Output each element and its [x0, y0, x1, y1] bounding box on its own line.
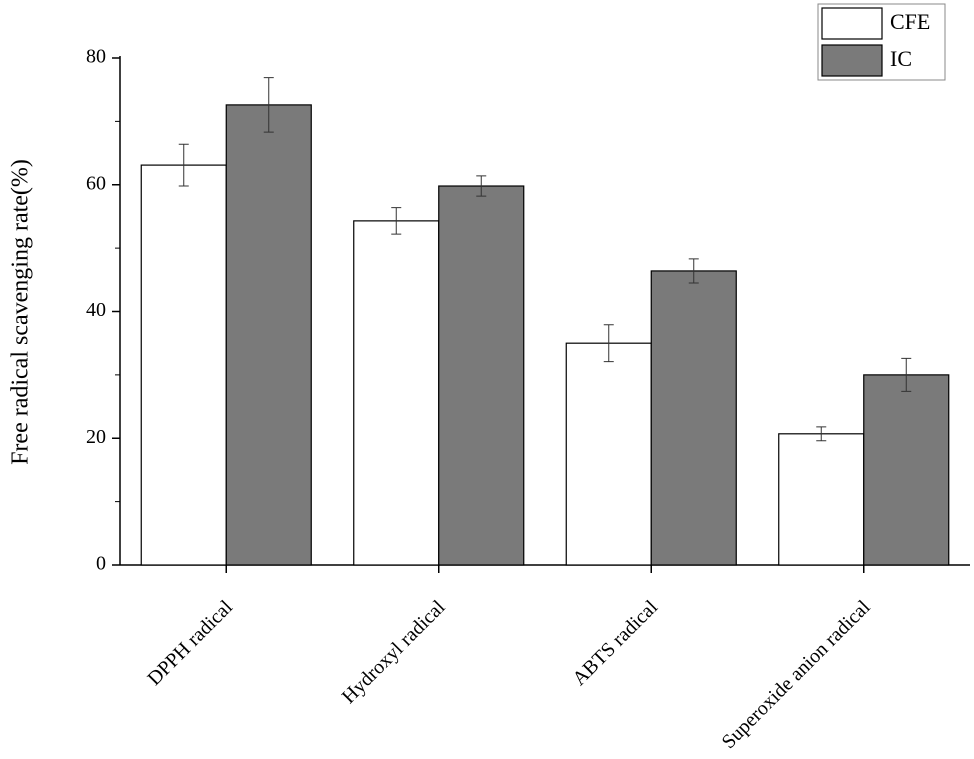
- y-tick-label: 60: [86, 172, 106, 194]
- error-bar: [603, 324, 614, 363]
- x-tick-label: ABTS radical: [568, 596, 662, 690]
- legend-label: IC: [890, 46, 912, 71]
- error-bar: [901, 357, 912, 392]
- x-tick-label: DPPH radical: [143, 596, 237, 690]
- bar: [778, 433, 865, 566]
- legend-swatch: [821, 7, 883, 40]
- error-bar: [688, 258, 699, 284]
- legend-label: CFE: [890, 9, 930, 34]
- x-tick-label: Hydroxyl radical: [338, 596, 450, 708]
- legend-swatch: [821, 44, 883, 77]
- y-tick-label: 0: [96, 553, 106, 575]
- error-bar: [391, 207, 402, 235]
- error-bar: [476, 175, 487, 197]
- error-bar: [263, 77, 274, 133]
- y-tick-label: 20: [86, 426, 106, 448]
- error-bar: [178, 143, 189, 187]
- bar: [353, 220, 440, 566]
- x-tick-label: Superoxide anion radical: [718, 596, 875, 753]
- bar: [225, 104, 312, 566]
- bar: [863, 374, 950, 566]
- y-tick-label: 80: [86, 46, 106, 68]
- error-bar: [816, 426, 827, 442]
- y-axis-label: Free radical scavenging rate(%): [8, 159, 34, 465]
- bar: [650, 270, 737, 566]
- y-tick-label: 40: [86, 299, 106, 321]
- bar: [438, 185, 525, 566]
- bar: [140, 164, 227, 566]
- bar: [565, 342, 652, 566]
